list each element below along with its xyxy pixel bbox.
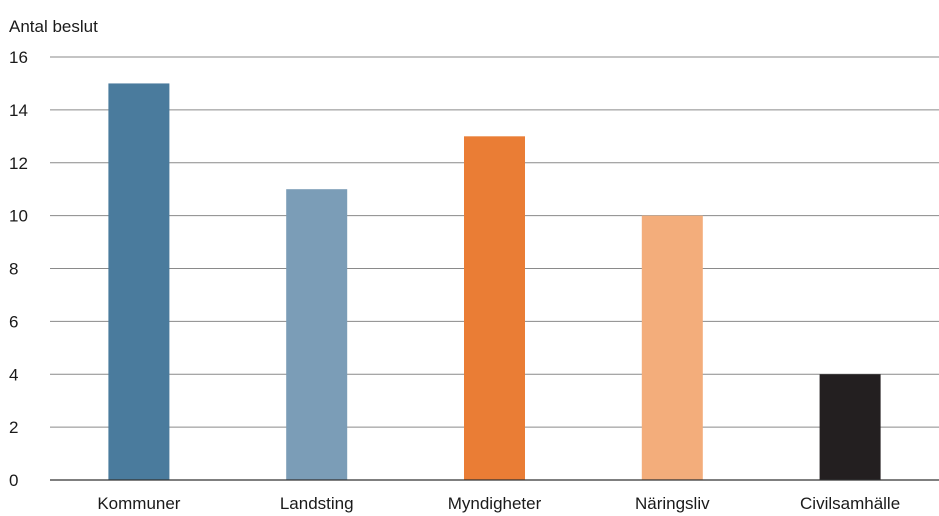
bar-näringsliv bbox=[641, 215, 703, 480]
bar-myndigheter bbox=[464, 136, 525, 480]
y-tick-label: 4 bbox=[9, 365, 18, 384]
y-tick-label: 16 bbox=[9, 48, 28, 67]
x-category-labels: Kommuner Landsting Myndigheter Näringsliv Ci… bbox=[97, 494, 900, 513]
x-category-label: Myndigheter bbox=[448, 494, 542, 513]
bar-landsting bbox=[286, 189, 348, 480]
x-category-label: Landsting bbox=[280, 494, 354, 513]
y-axis-label: Antal beslut bbox=[9, 17, 98, 36]
y-tick-label: 14 bbox=[9, 101, 28, 120]
y-tick-label: 8 bbox=[9, 260, 18, 279]
y-tick-label: 2 bbox=[9, 418, 18, 437]
y-tick-label: 6 bbox=[9, 312, 18, 331]
y-tick-label: 12 bbox=[9, 154, 28, 173]
bar-kommuner bbox=[108, 83, 170, 480]
x-category-label: Kommuner bbox=[97, 494, 180, 513]
y-tick-label: 10 bbox=[9, 207, 28, 226]
bars bbox=[108, 83, 881, 480]
bar-civilsamhälle bbox=[819, 374, 881, 480]
x-category-label: Civilsamhälle bbox=[800, 494, 900, 513]
y-tick-label: 0 bbox=[9, 471, 18, 490]
x-category-label: Näringsliv bbox=[635, 494, 710, 513]
y-tick-labels: 0 2 4 6 8 10 12 14 16 bbox=[9, 48, 28, 490]
